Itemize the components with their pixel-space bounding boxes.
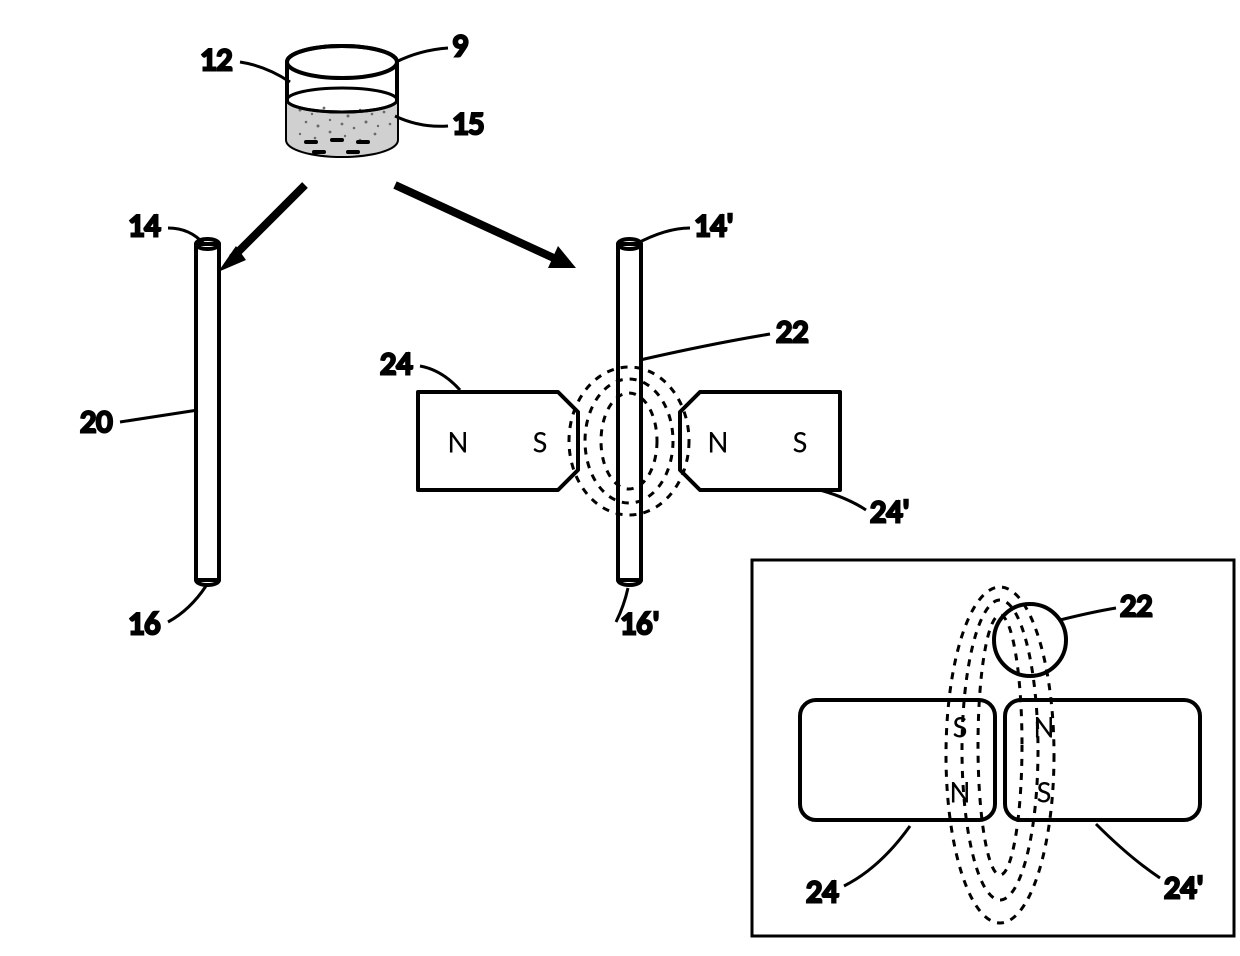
- field-lines-main: [569, 367, 689, 515]
- label-20: 20: [80, 402, 112, 441]
- label-15: 15: [452, 104, 484, 143]
- diagram-canvas: N S N S S N N S 12 9 15: [0, 0, 1240, 956]
- inset-pole-S-right: S: [1037, 773, 1052, 812]
- label-inset-24p: 24': [1164, 868, 1204, 907]
- label-inset-24: 24: [806, 872, 838, 911]
- inset-field-lines: [946, 587, 1054, 923]
- label-16p: 16': [620, 604, 660, 643]
- label-14p: 14': [694, 206, 734, 245]
- label-22: 22: [776, 312, 808, 351]
- pole-S-left: S: [533, 423, 548, 462]
- magnets-main: N S N S: [418, 367, 840, 515]
- pole-S-right: S: [793, 423, 808, 462]
- label-12: 12: [200, 40, 232, 79]
- label-24p: 24': [870, 492, 910, 531]
- label-16: 16: [128, 604, 160, 643]
- label-24: 24: [380, 344, 412, 383]
- tube-right: [618, 239, 641, 585]
- inset-tube: [994, 604, 1066, 676]
- inset-pole-N-right: N: [1034, 708, 1055, 747]
- pole-N-left: N: [448, 423, 469, 462]
- inset-pole-N-left: N: [950, 773, 971, 812]
- label-14: 14: [128, 206, 160, 245]
- inset-pole-S-left: S: [953, 708, 968, 747]
- arrows: [218, 185, 576, 272]
- label-9: 9: [452, 26, 468, 65]
- pole-N-right: N: [708, 423, 729, 462]
- tube-left: [196, 239, 219, 585]
- container: [287, 46, 397, 156]
- label-inset-22: 22: [1120, 586, 1152, 625]
